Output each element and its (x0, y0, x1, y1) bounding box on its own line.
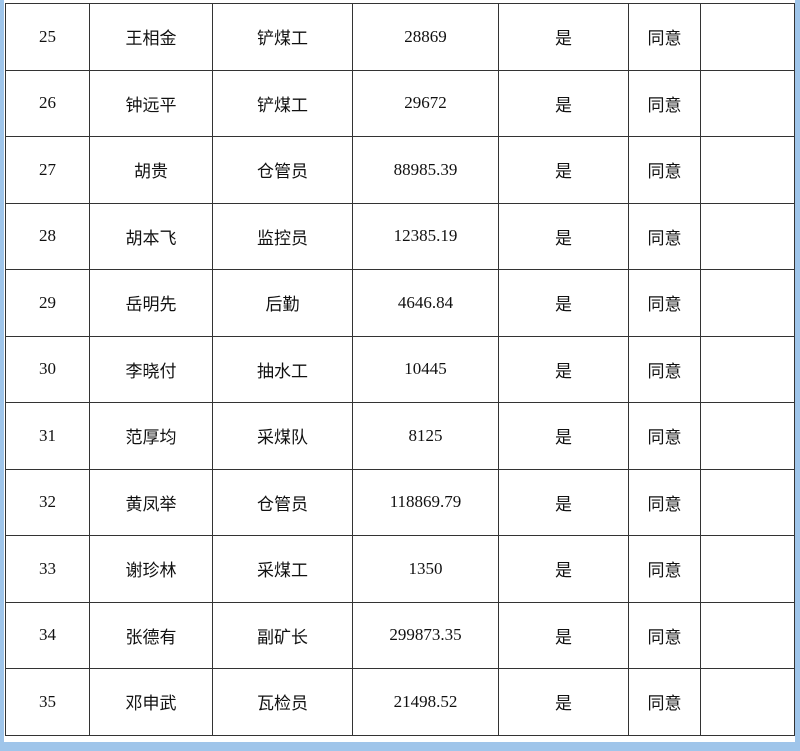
table-row: 32 黄凤举 仓管员 118869.79 是同意 (5, 468, 795, 536)
cell-opinion: 同意 (628, 468, 701, 536)
cell-no: 30 (5, 335, 90, 403)
cell-amount: 28869 (352, 3, 499, 71)
cell-remark (700, 269, 795, 337)
cell-no: 27 (5, 136, 90, 204)
cell-remark (700, 601, 795, 669)
cell-position: 副矿长 (212, 601, 353, 669)
cell-amount: 1350 (352, 535, 499, 603)
cell-opinion: 同意 (628, 535, 701, 603)
table-row: 26 钟远平 铲煤工 29672 是同意 (5, 69, 795, 137)
table-row: 31 范厚均 采煤队 8125 是同意 (5, 402, 795, 470)
cell-position: 仓管员 (212, 136, 353, 204)
cell-name: 范厚均 (89, 402, 213, 470)
cell-remark (700, 202, 795, 270)
data-table: 25 王相金 铲煤工 28869 是同意 26 钟远平 铲煤工 29672 是同意 27 胡贵 仓管员 8… (5, 3, 795, 736)
cell-no: 33 (5, 535, 90, 603)
cell-remark (700, 468, 795, 536)
cell-name: 谢珍林 (89, 535, 213, 603)
cell-remark (700, 3, 795, 71)
cell-no: 35 (5, 668, 90, 736)
table-row: 27 胡贵 仓管员 88985.39 是同意 (5, 136, 795, 204)
cell-name: 黄凤举 (89, 468, 213, 536)
cell-name: 张德有 (89, 601, 213, 669)
cell-opinion: 同意 (628, 269, 701, 337)
table-row: 25 王相金 铲煤工 28869 是同意 (5, 3, 795, 71)
cell-remark (700, 402, 795, 470)
cell-opinion: 同意 (628, 136, 701, 204)
cell-position: 铲煤工 (212, 3, 353, 71)
cell-amount: 21498.52 (352, 668, 499, 736)
cell-name: 李晓付 (89, 335, 213, 403)
cell-name: 胡贵 (89, 136, 213, 204)
table-row: 29 岳明先 后勤 4646.84 是同意 (5, 269, 795, 337)
cell-flag: 是 (498, 402, 629, 470)
cell-amount: 10445 (352, 335, 499, 403)
cell-name: 岳明先 (89, 269, 213, 337)
cell-position: 仓管员 (212, 468, 353, 536)
cell-no: 25 (5, 3, 90, 71)
cell-flag: 是 (498, 668, 629, 736)
cell-flag: 是 (498, 601, 629, 669)
cell-name: 王相金 (89, 3, 213, 71)
cell-opinion: 同意 (628, 3, 701, 71)
cell-position: 后勤 (212, 269, 353, 337)
cell-opinion: 同意 (628, 402, 701, 470)
cell-amount: 118869.79 (352, 468, 499, 536)
cell-remark (700, 335, 795, 403)
cell-name: 胡本飞 (89, 202, 213, 270)
cell-no: 32 (5, 468, 90, 536)
cell-amount: 4646.84 (352, 269, 499, 337)
table-row: 30 李晓付 抽水工 10445 是同意 (5, 335, 795, 403)
cell-no: 26 (5, 69, 90, 137)
cell-flag: 是 (498, 535, 629, 603)
document-page: 25 王相金 铲煤工 28869 是同意 26 钟远平 铲煤工 29672 是同意 27 胡贵 仓管员 8… (4, 0, 795, 742)
cell-position: 铲煤工 (212, 69, 353, 137)
table-row: 34 张德有 副矿长 299873.35 是同意 (5, 601, 795, 669)
cell-amount: 8125 (352, 402, 499, 470)
cell-remark (700, 136, 795, 204)
cell-opinion: 同意 (628, 335, 701, 403)
cell-opinion: 同意 (628, 668, 701, 736)
cell-name: 钟远平 (89, 69, 213, 137)
cell-opinion: 同意 (628, 69, 701, 137)
table-row: 28 胡本飞 监控员 12385.19 是同意 (5, 202, 795, 270)
cell-position: 瓦检员 (212, 668, 353, 736)
cell-remark (700, 69, 795, 137)
cell-amount: 88985.39 (352, 136, 499, 204)
cell-no: 29 (5, 269, 90, 337)
cell-opinion: 同意 (628, 601, 701, 669)
cell-opinion: 同意 (628, 202, 701, 270)
cell-remark (700, 535, 795, 603)
cell-position: 采煤工 (212, 535, 353, 603)
cell-flag: 是 (498, 3, 629, 71)
cell-amount: 12385.19 (352, 202, 499, 270)
table-row: 35 邓申武 瓦检员 21498.52 是同意 (5, 668, 795, 736)
cell-position: 监控员 (212, 202, 353, 270)
cell-amount: 29672 (352, 69, 499, 137)
cell-flag: 是 (498, 136, 629, 204)
table-row: 33 谢珍林 采煤工 1350 是同意 (5, 535, 795, 603)
cell-no: 28 (5, 202, 90, 270)
cell-no: 34 (5, 601, 90, 669)
cell-flag: 是 (498, 69, 629, 137)
cell-flag: 是 (498, 202, 629, 270)
cell-position: 采煤队 (212, 402, 353, 470)
cell-position: 抽水工 (212, 335, 353, 403)
cell-no: 31 (5, 402, 90, 470)
cell-flag: 是 (498, 335, 629, 403)
cell-name: 邓申武 (89, 668, 213, 736)
cell-flag: 是 (498, 269, 629, 337)
cell-remark (700, 668, 795, 736)
cell-amount: 299873.35 (352, 601, 499, 669)
cell-flag: 是 (498, 468, 629, 536)
